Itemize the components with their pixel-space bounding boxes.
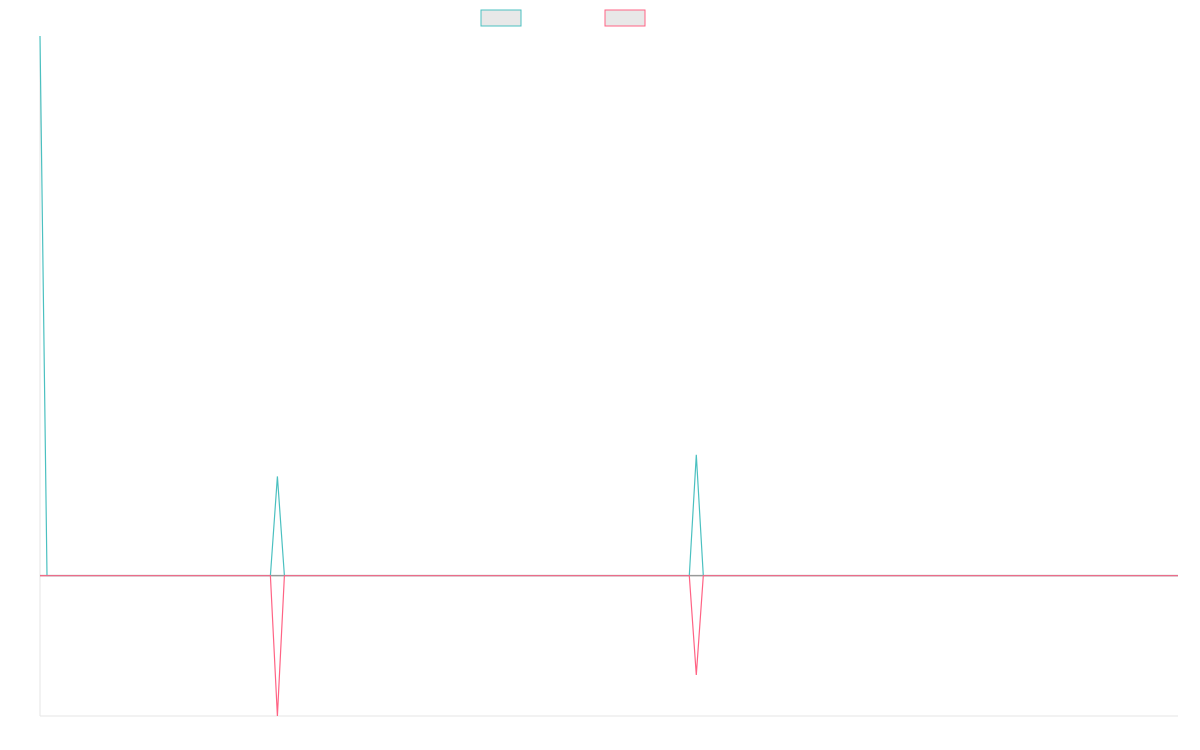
legend-swatch-2[interactable] xyxy=(604,9,646,27)
legend-swatch-1[interactable] xyxy=(480,9,522,27)
series-line-2 xyxy=(40,575,1178,717)
chart-series xyxy=(39,35,1178,717)
chart-legend xyxy=(480,9,646,27)
series-line-1 xyxy=(39,35,1178,577)
chart-axes xyxy=(39,36,1178,717)
